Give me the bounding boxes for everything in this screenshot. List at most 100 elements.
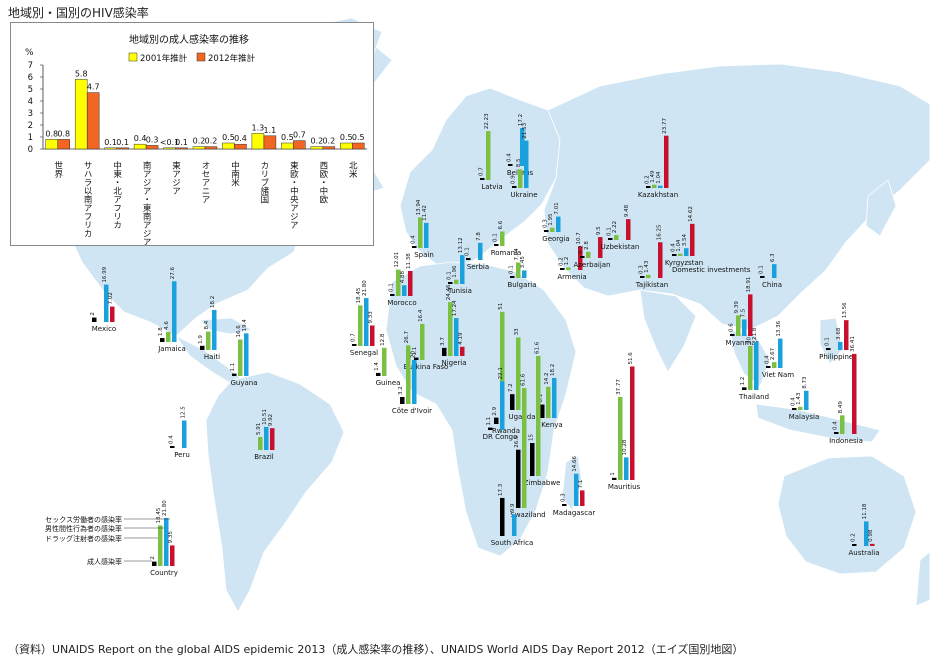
- legend-swatch-2: [196, 52, 206, 62]
- legend-bar-value: 21.80: [162, 500, 168, 516]
- country-bar-adult: [510, 276, 515, 278]
- country-bar-idu: [166, 331, 171, 342]
- bar-value-label: 0.2: [193, 137, 206, 146]
- country-bar-value: 10.7: [576, 232, 582, 245]
- country-bar-value: 1.04: [676, 239, 682, 252]
- bar-2001-2: [104, 147, 117, 150]
- country-bar-value: 0.1: [388, 283, 394, 292]
- country-bar-value: 2.8: [584, 241, 590, 250]
- country-bar-msm: [478, 242, 483, 260]
- country-marker-burkina-faso: 1.1 16.4 Burkina Faso: [404, 309, 449, 371]
- country-name-label: Morocco: [387, 299, 416, 307]
- country-marker-bulgaria: 0.17.043.45 Bulgaria: [507, 248, 536, 289]
- country-bar-value: 8.4: [204, 320, 210, 329]
- bar-2012-5: [204, 146, 218, 150]
- country-bar-value: 9.48: [624, 204, 630, 217]
- bar-2012-0: [57, 139, 70, 150]
- country-name-label: China: [762, 281, 782, 289]
- country-name-label: Guinea: [376, 379, 401, 387]
- country-bar-value: 0.1: [446, 271, 452, 280]
- country-name-label: Uzbekistan: [601, 243, 640, 251]
- legend-bar-value: 2: [150, 556, 156, 560]
- country-bar-adult: [200, 345, 205, 350]
- country-bar-adult: [390, 294, 395, 296]
- bar-value-label: 0.5: [340, 133, 353, 142]
- country-bar-idu: [586, 251, 591, 258]
- country-name-label: Mauritius: [608, 483, 641, 491]
- country-bar-idu: [678, 253, 683, 256]
- country-bar-idu: [550, 227, 555, 232]
- category-label: 北米: [347, 161, 357, 179]
- legend-series-name: ドラッグ注射者の感染率: [45, 534, 122, 543]
- country-bar-idu: [566, 267, 571, 270]
- country-bar-value: 18.2: [210, 296, 216, 308]
- legend-bar-adult: [152, 561, 157, 566]
- bar-value-label: 4.7: [87, 83, 100, 92]
- country-bar-value: 16.4: [418, 309, 424, 322]
- country-name-label: Haiti: [204, 353, 220, 361]
- country-bar-sex-worker: [578, 246, 583, 270]
- country-bar-value: 23.77: [662, 117, 668, 133]
- country-bar-idu: [516, 337, 521, 410]
- country-name-label: Mexico: [92, 325, 116, 333]
- country-bar-adult: [742, 387, 747, 390]
- country-name-label: Viet Nam: [762, 371, 794, 379]
- bar-2012-2: [116, 147, 129, 150]
- y-tick-label: 4: [28, 97, 33, 107]
- country-name-label: Georgia: [542, 235, 569, 243]
- country-marker-indonesia: 0.4 8.49 36.41 Indonesia: [829, 336, 863, 445]
- bar-value-label: 0.2: [205, 137, 218, 146]
- country-marker-uzbekistan: 0.1 2.22 9.48 Uzbekistan: [601, 204, 640, 251]
- country-bar-value: 10.28: [622, 439, 628, 455]
- country-marker-spain: 0.4 13.94 11.42 Spain: [410, 199, 434, 259]
- country-bar-value: 12.01: [394, 252, 400, 268]
- landmass-australia: [777, 455, 917, 575]
- country-bar-idu: [652, 184, 657, 188]
- country-bar-adult: [580, 256, 585, 258]
- bar-value-label: 0.4: [134, 134, 147, 143]
- country-bar-value: 7.04: [514, 248, 520, 261]
- country-bar-value: 1.4: [374, 362, 380, 371]
- country-name-label: Spain: [414, 251, 434, 259]
- country-bar-value: 7.8: [476, 232, 482, 241]
- bar-value-label: 0.1: [104, 138, 117, 147]
- country-bar-value: 17.3: [498, 483, 504, 496]
- country-name-label: Kenya: [541, 421, 562, 429]
- country-bar-value: 20: [410, 351, 416, 358]
- landmass-india: [639, 289, 697, 373]
- country-bar-msm: [658, 185, 663, 188]
- country-bar-value: 4.6: [164, 321, 170, 330]
- country-bar-adult: [412, 246, 417, 248]
- country-bar-value: 13.12: [458, 237, 464, 253]
- bar-value-label: 0.8: [45, 129, 58, 138]
- country-bar-value: 1.96: [452, 265, 458, 278]
- country-bar-adult: [608, 238, 613, 240]
- y-tick-label: 3: [28, 109, 33, 119]
- country-bar-msm: [804, 390, 809, 410]
- country-bar-adult: [512, 186, 517, 188]
- category-label: 世界: [53, 160, 63, 179]
- country-bar-adult: [792, 408, 797, 410]
- country-bar-msm: [460, 255, 465, 284]
- country-bar-msm: [182, 420, 187, 448]
- bar-2012-9: [322, 146, 336, 150]
- country-bar-value: 33: [514, 328, 520, 335]
- country-marker-jamaica: 1.84.6 27.6 Jamaica: [157, 267, 186, 353]
- country-bar-idu: [358, 305, 363, 346]
- country-bar-value: 16.99: [102, 266, 108, 282]
- country-bar-value: 12.5: [180, 406, 186, 419]
- category-label: カリブ諸国: [259, 161, 269, 204]
- category-label: サハラ以南アフリカ: [82, 161, 92, 238]
- bar-value-label: 0.1: [116, 138, 129, 147]
- country-bar-msm: [244, 333, 249, 376]
- country-bar-msm: [424, 222, 429, 248]
- country-bar-msm: [104, 284, 109, 322]
- country-bar-msm: [556, 216, 561, 232]
- country-marker-senegal: 0.7 18.45 21.80 9.33 Senegal: [350, 280, 378, 357]
- country-bar-value: 5.91: [256, 423, 262, 435]
- bar-2001-9: [310, 146, 324, 150]
- country-name-label: Swaziland: [510, 511, 545, 519]
